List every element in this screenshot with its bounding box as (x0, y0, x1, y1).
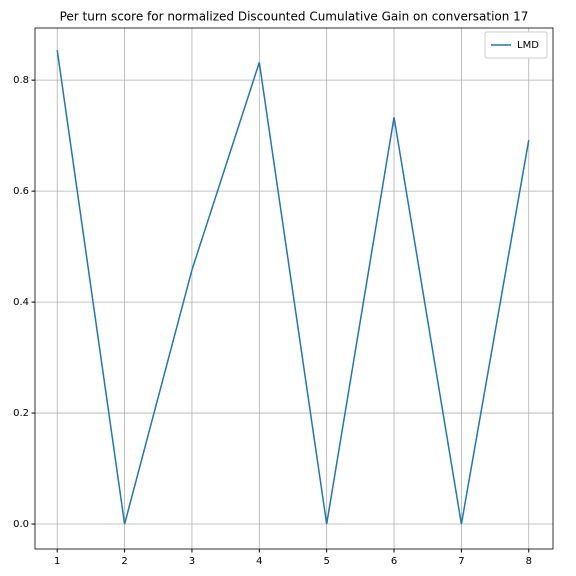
x-tick-label: 2 (121, 556, 127, 567)
y-tick-label: 0.6 (13, 186, 29, 197)
x-tick-label: 1 (54, 556, 60, 567)
y-tick-label: 0.4 (13, 297, 29, 308)
x-tick-label: 8 (526, 556, 532, 567)
x-tick-label: 3 (189, 556, 195, 567)
x-tick-label: 6 (391, 556, 397, 567)
x-tick-label: 4 (256, 556, 262, 567)
y-tick-label: 0.0 (13, 519, 29, 530)
x-tick-label: 7 (458, 556, 464, 567)
line-series (56, 50, 530, 525)
x-tick-label: 5 (323, 556, 329, 567)
legend-label: LMD (517, 40, 539, 51)
y-tick-label: 0.8 (13, 75, 29, 86)
legend-box (484, 31, 548, 59)
chart-title: Per turn score for normalized Discounted… (60, 10, 529, 24)
legend: LMD (484, 31, 548, 59)
y-tick-label: 0.2 (13, 408, 29, 419)
plot-frame (34, 27, 554, 550)
